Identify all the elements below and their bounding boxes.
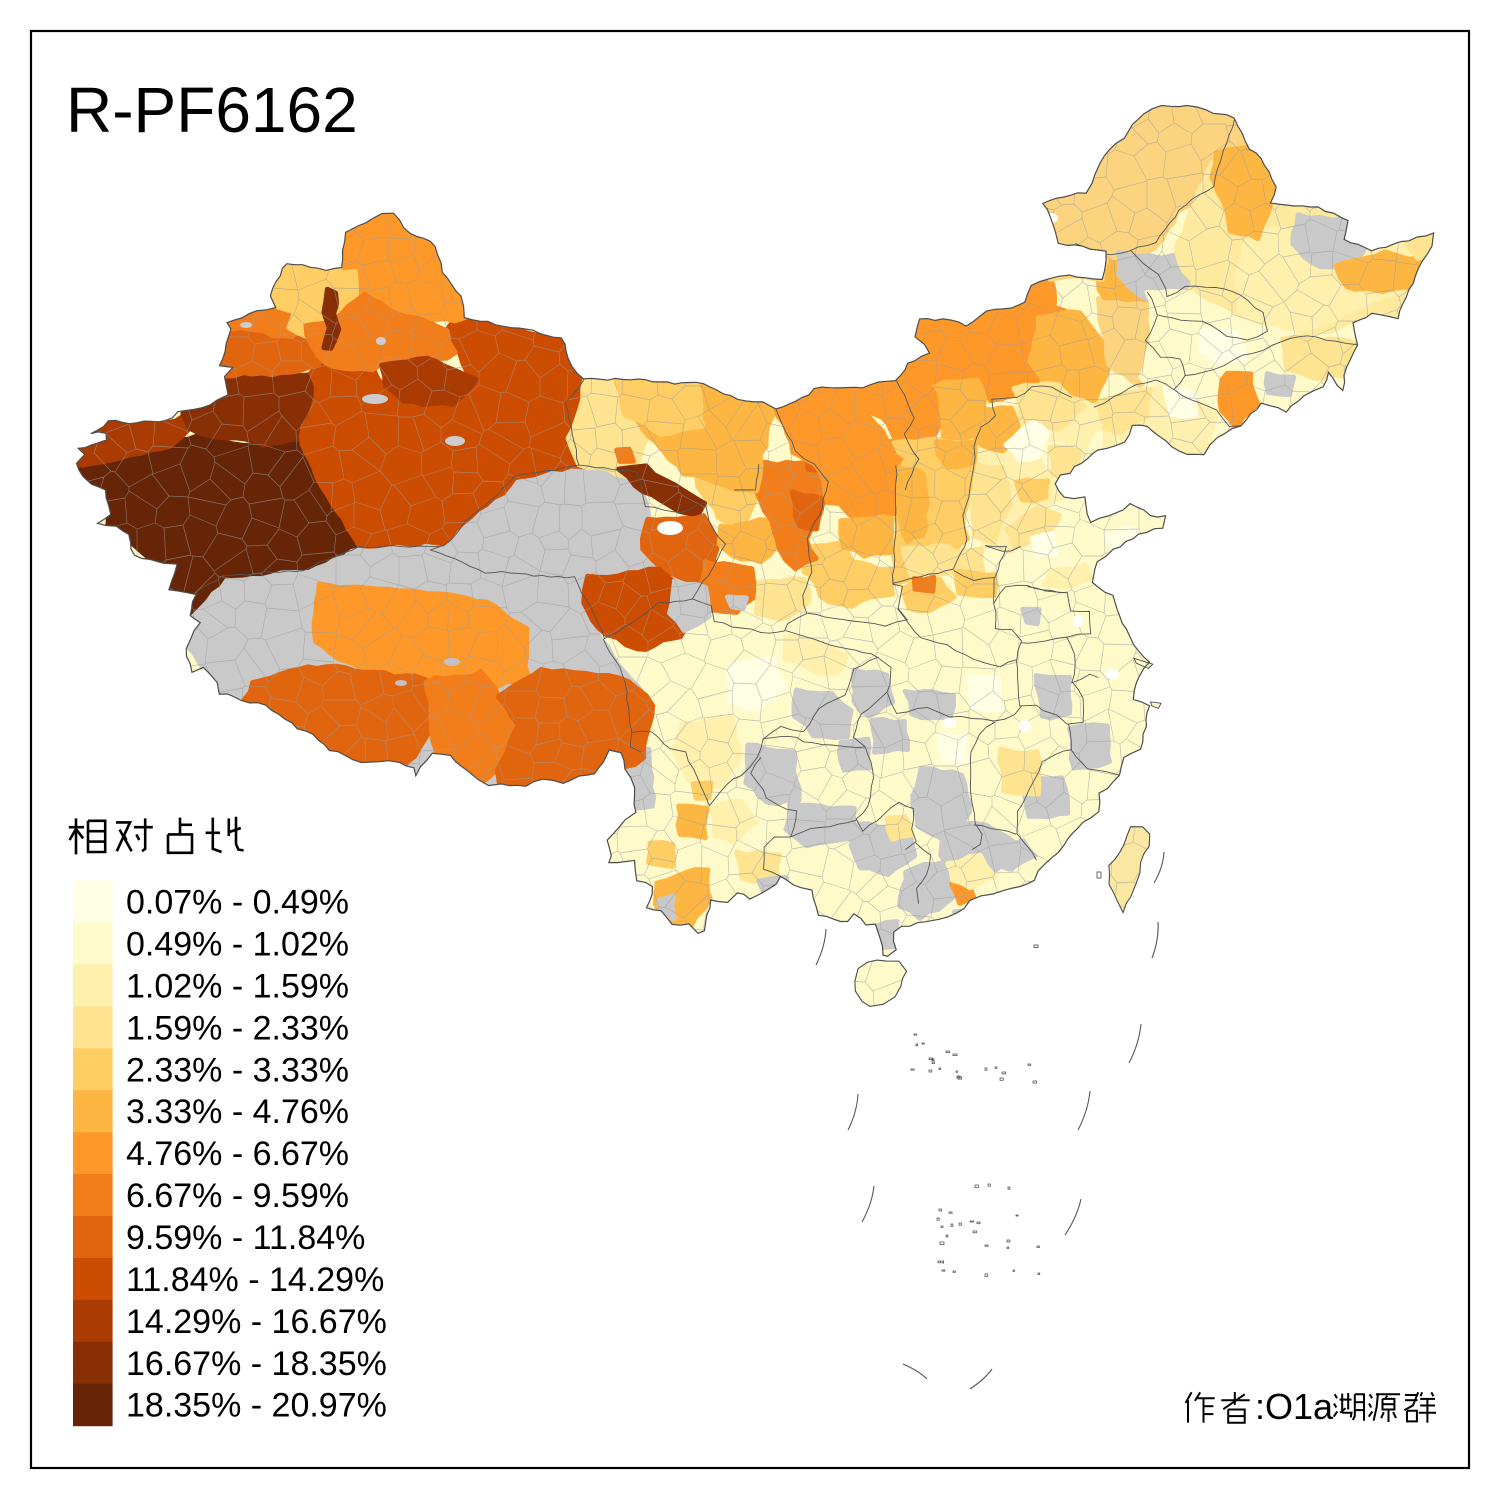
svg-text:1.59% - 2.33%: 1.59% - 2.33% [126,1009,349,1047]
svg-text:14.29% - 16.67%: 14.29% - 16.67% [126,1303,387,1341]
svg-text:11.84% - 14.29%: 11.84% - 14.29% [126,1261,384,1299]
svg-text:2.33% - 3.33%: 2.33% - 3.33% [126,1051,349,1089]
svg-text:0.07% - 0.49%: 0.07% - 0.49% [126,884,349,922]
svg-text:0.49% - 1.02%: 0.49% - 1.02% [126,926,349,964]
svg-text:9.59% - 11.84%: 9.59% - 11.84% [126,1219,365,1257]
svg-text:4.76% - 6.67%: 4.76% - 6.67% [126,1135,349,1173]
svg-text:R-PF6162: R-PF6162 [66,74,358,146]
svg-text:1.02% - 1.59%: 1.02% - 1.59% [126,967,349,1005]
svg-text:6.67% - 9.59%: 6.67% - 9.59% [126,1177,349,1215]
svg-text:18.35% - 20.97%: 18.35% - 20.97% [126,1387,387,1425]
svg-text::O1a: :O1a [1255,1386,1334,1427]
svg-text:16.67% - 18.35%: 16.67% - 18.35% [126,1345,387,1383]
svg-text:3.33% - 4.76%: 3.33% - 4.76% [126,1093,349,1131]
